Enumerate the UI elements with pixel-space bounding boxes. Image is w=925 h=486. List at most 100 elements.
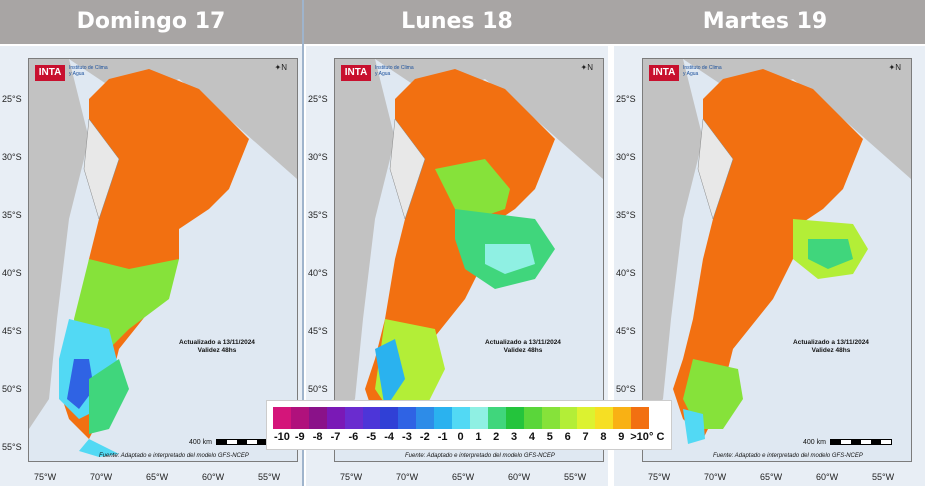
map-frame: INTA Instituto de Clima y Agua ✦N Actual… (28, 58, 298, 462)
legend-label: 7 (582, 431, 589, 443)
compass-icon: ✦N (580, 63, 593, 72)
scale-label: 400 km (803, 439, 826, 446)
lat-label: 55°S (2, 442, 22, 452)
day-title-3: Martes 19 (702, 9, 828, 34)
legend-label: 1 (475, 431, 482, 443)
institute-name: Instituto de Clima y Agua (69, 65, 108, 77)
lat-label: 40°S (616, 268, 636, 278)
legend-label: -6 (348, 431, 359, 443)
legend-unit: ° C (649, 431, 665, 443)
legend-label: >10 (630, 431, 649, 443)
lat-label: 35°S (308, 210, 328, 220)
legend-swatch (452, 407, 470, 429)
legend-label: -10 (273, 431, 290, 443)
lon-label: 55°W (872, 472, 895, 482)
map-panel-2: INTA Instituto de Clima y Agua ✦N Actual… (306, 46, 608, 486)
legend-label: -1 (437, 431, 448, 443)
legend-swatch (631, 407, 650, 429)
institute-name: Instituto de Clima y Agua (683, 65, 722, 77)
scale-bar: 400 km (189, 439, 278, 446)
lat-label: 35°S (616, 210, 636, 220)
legend-label: -9 (294, 431, 305, 443)
legend-swatch (326, 407, 345, 429)
map-frame: INTA Instituto de Clima y Agua ✦N Actual… (642, 58, 912, 462)
argentina-map (335, 59, 603, 461)
legend-label: 9 (618, 431, 625, 443)
validity-text: Validez 48hs (503, 347, 543, 354)
inta-badge: INTA (341, 65, 371, 81)
legend-swatch (308, 407, 327, 429)
legend-label: -3 (402, 431, 412, 443)
lon-label: 70°W (90, 472, 113, 482)
legend-label: 0 (457, 431, 464, 443)
north-label: N (587, 63, 593, 72)
source-text: Fuente: Adaptado e interpretado del mode… (99, 453, 249, 459)
lon-label: 65°W (146, 472, 169, 482)
lat-label: 45°S (308, 326, 328, 336)
lon-label: 60°W (816, 472, 839, 482)
legend-swatch (273, 407, 291, 429)
legend-label: 3 (511, 431, 518, 443)
scale-label: 400 km (189, 439, 212, 446)
lat-label: 25°S (616, 94, 636, 104)
lat-label: 30°S (616, 152, 636, 162)
day-title-2: Lunes 18 (401, 9, 513, 34)
lat-label: 50°S (616, 384, 636, 394)
updated-text: Actualizado a 13/11/2024 (485, 339, 561, 346)
scale-bar: 400 km (803, 439, 892, 446)
compass-icon: ✦N (274, 63, 287, 72)
lat-label: 50°S (2, 384, 22, 394)
legend-swatches (273, 407, 650, 429)
lon-label: 65°W (760, 472, 783, 482)
legend-swatch (398, 407, 417, 429)
lon-label: 55°W (258, 472, 281, 482)
legend-swatch (434, 407, 453, 429)
lon-label: 60°W (202, 472, 225, 482)
lon-label: 55°W (564, 472, 587, 482)
legend-label: 5 (546, 431, 553, 443)
update-note: Actualizado a 13/11/2024 Validez 48hs (771, 339, 891, 355)
legend-labels: -10 -9 -8 -7 -6 -5 -4 -3 -2 -1 0 1 2 3 4 5 6 7 8 9 >10 (273, 431, 649, 443)
lat-label: 30°S (308, 152, 328, 162)
legend-label: 8 (600, 431, 607, 443)
lon-label: 70°W (704, 472, 727, 482)
source-text: Fuente: Adaptado e interpretado del mode… (713, 453, 863, 459)
legend-swatch (469, 407, 488, 429)
legend-swatch (344, 407, 363, 429)
lat-label: 25°S (308, 94, 328, 104)
lat-label: 35°S (2, 210, 22, 220)
map-frame: INTA Instituto de Clima y Agua ✦N Actual… (334, 58, 604, 462)
legend-swatch (416, 407, 435, 429)
validity-text: Validez 48hs (197, 347, 237, 354)
legend-swatch (380, 407, 399, 429)
lon-label: 65°W (452, 472, 475, 482)
validity-text: Validez 48hs (811, 347, 851, 354)
lat-label: 40°S (308, 268, 328, 278)
updated-text: Actualizado a 13/11/2024 (793, 339, 869, 346)
lon-label: 70°W (396, 472, 419, 482)
updated-text: Actualizado a 13/11/2024 (179, 339, 255, 346)
north-label: N (895, 63, 901, 72)
legend-label: -7 (330, 431, 341, 443)
compass-icon: ✦N (888, 63, 901, 72)
legend-swatch (541, 407, 560, 429)
argentina-map (643, 59, 911, 461)
lat-label: 45°S (616, 326, 636, 336)
legend-swatch (290, 407, 309, 429)
legend-swatch (577, 407, 596, 429)
scale-ruler (829, 439, 892, 446)
lon-label: 75°W (34, 472, 57, 482)
lat-label: 40°S (2, 268, 22, 278)
header-bar (0, 0, 925, 44)
inta-logo: INTA Instituto de Clima y Agua (341, 65, 415, 95)
legend-label: 2 (493, 431, 500, 443)
institute-name: Instituto de Clima y Agua (375, 65, 414, 77)
source-text: Fuente: Adaptado e interpretado del mode… (405, 453, 555, 459)
day-title-1: Domingo 17 (76, 9, 226, 34)
inta-badge: INTA (649, 65, 679, 81)
lon-label: 75°W (340, 472, 363, 482)
legend-swatch (613, 407, 632, 429)
lon-label: 60°W (508, 472, 531, 482)
inta-logo: INTA Instituto de Clima y Agua (35, 65, 109, 95)
update-note: Actualizado a 13/11/2024 Validez 48hs (463, 339, 583, 355)
